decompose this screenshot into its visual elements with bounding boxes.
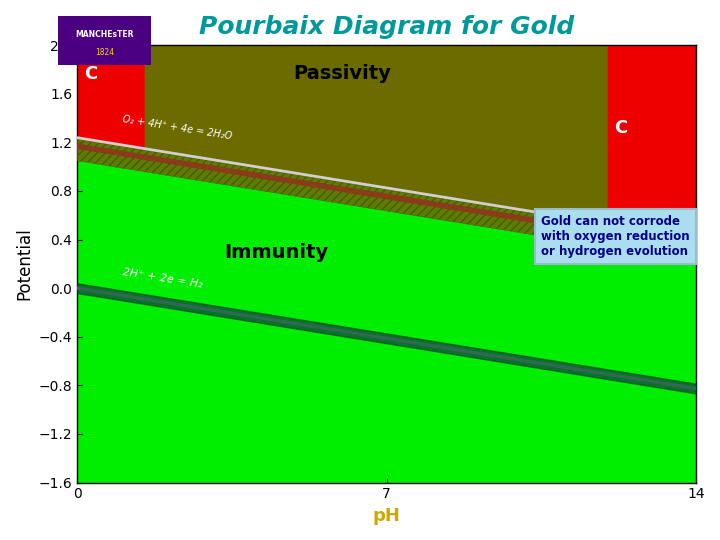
- Y-axis label: Potential: Potential: [15, 227, 33, 300]
- Text: 2H⁺ + 2e = H₂: 2H⁺ + 2e = H₂: [122, 267, 203, 289]
- X-axis label: pH: pH: [372, 507, 400, 525]
- Text: Gold can not corrode
with oxygen reduction
or hydrogen evolution: Gold can not corrode with oxygen reducti…: [541, 215, 690, 258]
- Text: C: C: [84, 65, 97, 83]
- Text: MANCHEsTER: MANCHEsTER: [75, 30, 134, 39]
- Text: Immunity: Immunity: [224, 243, 328, 262]
- Text: Passivity: Passivity: [293, 64, 391, 83]
- Text: C: C: [614, 119, 627, 137]
- Text: 1824: 1824: [95, 48, 114, 57]
- Title: Pourbaix Diagram for Gold: Pourbaix Diagram for Gold: [199, 15, 574, 39]
- Text: O₂ + 4H⁺ + 4e = 2H₂O: O₂ + 4H⁺ + 4e = 2H₂O: [122, 114, 233, 141]
